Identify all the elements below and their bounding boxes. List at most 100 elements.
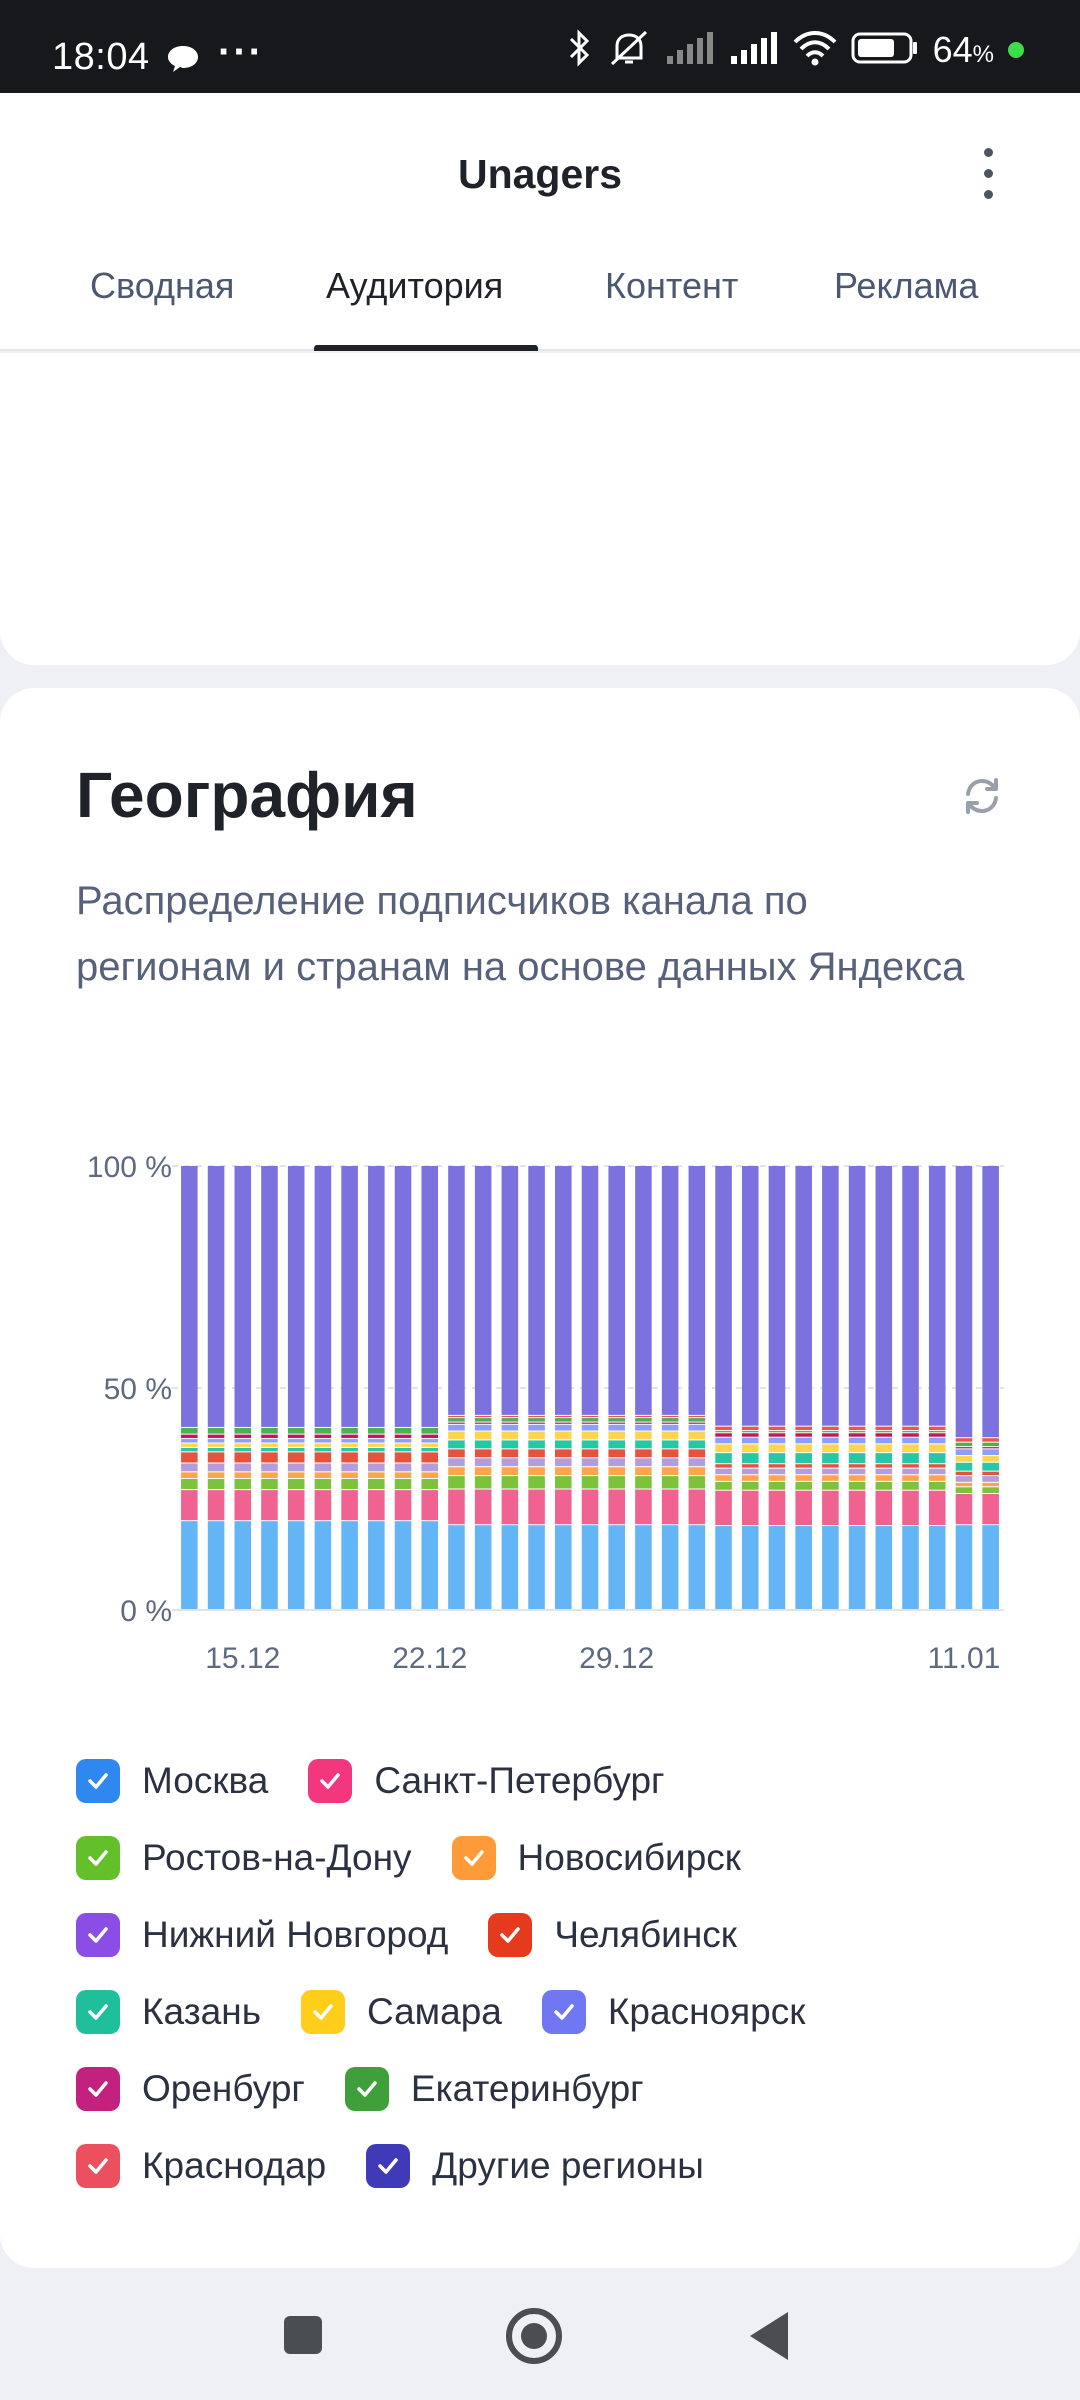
bar-segment[interactable] <box>741 1468 759 1475</box>
bar-segment[interactable] <box>261 1427 278 1434</box>
bar-segment[interactable] <box>875 1490 893 1526</box>
bar-segment[interactable] <box>955 1471 973 1476</box>
bar-segment[interactable] <box>822 1526 839 1609</box>
bar-segment[interactable] <box>448 1422 465 1424</box>
bar-segment[interactable] <box>261 1521 278 1609</box>
bar-segment[interactable] <box>581 1424 599 1431</box>
bar-segment[interactable] <box>207 1443 225 1447</box>
bar-segment[interactable] <box>982 1449 999 1456</box>
bar-segment[interactable] <box>181 1443 198 1447</box>
bar-segment[interactable] <box>902 1490 919 1526</box>
bar-segment[interactable] <box>608 1449 625 1458</box>
bar-segment[interactable] <box>768 1426 786 1431</box>
bar-segment[interactable] <box>822 1437 839 1444</box>
refresh-icon[interactable] <box>960 774 1004 818</box>
bar-segment[interactable] <box>795 1453 812 1464</box>
bar-segment[interactable] <box>608 1525 625 1609</box>
bar-segment[interactable] <box>421 1472 439 1479</box>
bar-segment[interactable] <box>955 1166 973 1438</box>
bar-segment[interactable] <box>822 1468 839 1475</box>
bar-segment[interactable] <box>741 1431 759 1433</box>
bar-segment[interactable] <box>928 1481 946 1490</box>
bar-segment[interactable] <box>608 1422 625 1424</box>
bar-segment[interactable] <box>955 1493 973 1525</box>
tab-content[interactable]: Контент <box>605 265 739 306</box>
bar-segment[interactable] <box>368 1479 385 1490</box>
bar-segment[interactable] <box>982 1482 999 1487</box>
bar-segment[interactable] <box>287 1490 305 1521</box>
bar-segment[interactable] <box>341 1521 358 1609</box>
bar-segment[interactable] <box>982 1476 999 1482</box>
bar-segment[interactable] <box>688 1525 706 1609</box>
bar-segment[interactable] <box>368 1434 385 1439</box>
bar-segment[interactable] <box>741 1481 759 1490</box>
bar-segment[interactable] <box>287 1452 305 1463</box>
bar-segment[interactable] <box>822 1453 839 1464</box>
bar-segment[interactable] <box>234 1463 252 1472</box>
bar-segment[interactable] <box>207 1434 225 1439</box>
bar-segment[interactable] <box>207 1463 225 1472</box>
bar-segment[interactable] <box>287 1479 305 1490</box>
bar-segment[interactable] <box>421 1463 439 1472</box>
bar-segment[interactable] <box>741 1444 759 1453</box>
bar-segment[interactable] <box>474 1489 492 1525</box>
bar-segment[interactable] <box>928 1426 946 1431</box>
bar-segment[interactable] <box>181 1463 198 1472</box>
bar-segment[interactable] <box>822 1490 839 1526</box>
bar-segment[interactable] <box>955 1447 973 1449</box>
bar-segment[interactable] <box>848 1437 866 1444</box>
bar-segment[interactable] <box>501 1489 519 1525</box>
bar-segment[interactable] <box>715 1526 732 1609</box>
legend-item[interactable]: Нижний Новгород <box>76 1912 448 1957</box>
bar-segment[interactable] <box>848 1526 866 1609</box>
bar-segment[interactable] <box>661 1418 679 1422</box>
bar-segment[interactable] <box>661 1415 679 1418</box>
bar-segment[interactable] <box>982 1166 999 1438</box>
bar-segment[interactable] <box>528 1458 545 1467</box>
bar-segment[interactable] <box>181 1472 198 1479</box>
bar-segment[interactable] <box>795 1464 812 1468</box>
bar-segment[interactable] <box>314 1463 332 1472</box>
bar-segment[interactable] <box>314 1479 332 1490</box>
bar-segment[interactable] <box>528 1415 545 1418</box>
bar-segment[interactable] <box>768 1433 786 1437</box>
bar-segment[interactable] <box>928 1464 946 1468</box>
bar-segment[interactable] <box>501 1424 519 1431</box>
bar-segment[interactable] <box>421 1166 439 1427</box>
bar-segment[interactable] <box>581 1422 599 1424</box>
bar-segment[interactable] <box>394 1521 412 1609</box>
bar-segment[interactable] <box>341 1463 358 1472</box>
bar-segment[interactable] <box>207 1447 225 1452</box>
bar-segment[interactable] <box>368 1463 385 1472</box>
bar-segment[interactable] <box>555 1424 572 1431</box>
bar-segment[interactable] <box>741 1166 759 1426</box>
bar-segment[interactable] <box>768 1437 786 1444</box>
bar-segment[interactable] <box>741 1475 759 1481</box>
bar-segment[interactable] <box>795 1426 812 1431</box>
bar-segment[interactable] <box>848 1431 866 1433</box>
bar-segment[interactable] <box>207 1521 225 1609</box>
bar-segment[interactable] <box>474 1467 492 1476</box>
bar-segment[interactable] <box>902 1481 919 1490</box>
bar-segment[interactable] <box>581 1525 599 1609</box>
bar-segment[interactable] <box>635 1525 652 1609</box>
bar-segment[interactable] <box>608 1467 625 1476</box>
bar-segment[interactable] <box>635 1415 652 1418</box>
bar-segment[interactable] <box>902 1166 919 1426</box>
legend-item[interactable]: Санкт-Петербург <box>308 1758 665 1803</box>
bar-segment[interactable] <box>768 1475 786 1481</box>
bar-segment[interactable] <box>501 1449 519 1458</box>
bar-segment[interactable] <box>181 1452 198 1463</box>
bar-segment[interactable] <box>368 1427 385 1434</box>
bar-segment[interactable] <box>234 1439 252 1443</box>
bar-segment[interactable] <box>955 1442 973 1447</box>
checkbox-checked-icon[interactable] <box>76 1758 120 1803</box>
bar-segment[interactable] <box>181 1447 198 1452</box>
bar-segment[interactable] <box>715 1431 732 1433</box>
bar-segment[interactable] <box>234 1166 252 1427</box>
bar-segment[interactable] <box>474 1415 492 1418</box>
bar-segment[interactable] <box>635 1166 652 1415</box>
bar-segment[interactable] <box>581 1440 599 1449</box>
bar-segment[interactable] <box>448 1415 465 1418</box>
bar-segment[interactable] <box>501 1467 519 1476</box>
